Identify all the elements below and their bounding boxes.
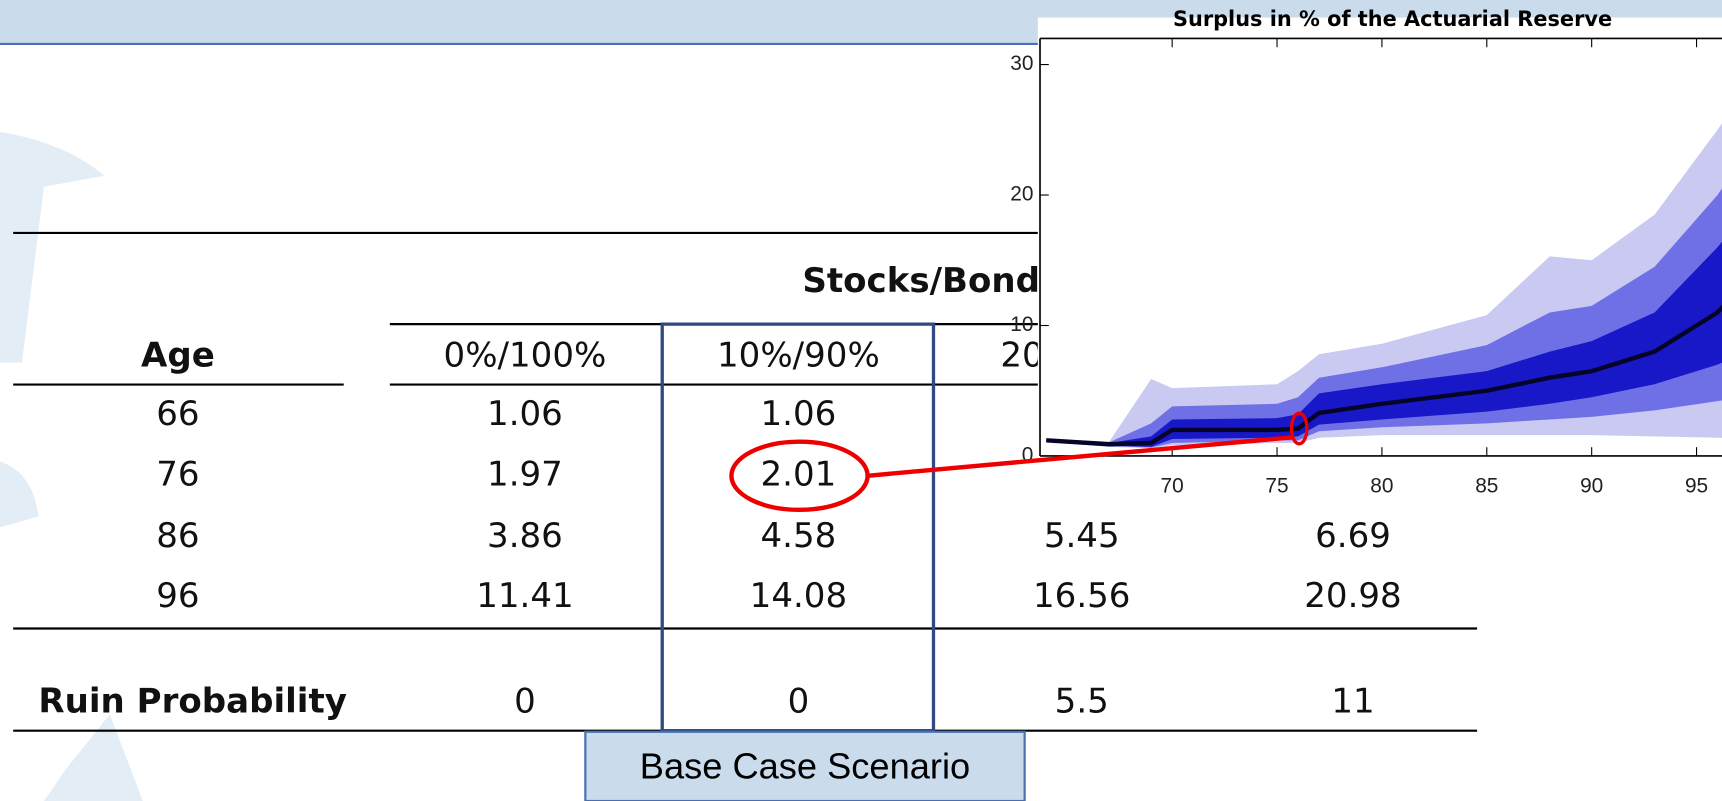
fan-band (1046, 241, 1722, 447)
table-cell: 14.08 (750, 576, 847, 616)
table-cell: 4.58 (761, 516, 837, 556)
plot-area (1046, 123, 1722, 449)
table-cell: 86 (156, 516, 199, 556)
table-cell: 0 (514, 682, 536, 722)
table-cell: Ruin Probability (38, 682, 346, 722)
x-tick-label: 85 (1475, 474, 1498, 497)
column-header: 0%/100% (444, 336, 607, 376)
y-tick-label: 0 (1022, 444, 1034, 467)
x-tick-label: 75 (1265, 474, 1288, 497)
callout-box (584, 730, 1026, 801)
chart-title: Surplus in % of the Actuarial Reserve (1173, 7, 1612, 31)
table-cell: 96 (156, 576, 199, 616)
callout-label: Base Case Scenario (640, 746, 970, 787)
table-cell: 20.98 (1304, 576, 1401, 616)
table-cell: 3.86 (487, 516, 563, 556)
y-tick-label: 20 (1010, 183, 1033, 206)
table-cell: 66 (156, 394, 199, 434)
table-cell: 6.69 (1315, 516, 1391, 556)
chart: Surplus in % of the Actuarial Reserve 0 1… (1010, 7, 1722, 507)
x-tick-label: 70 (1161, 474, 1184, 497)
table-cell: 76 (156, 454, 199, 494)
y-tick-label: 10 (1010, 313, 1033, 336)
table-cell: 16.56 (1033, 576, 1130, 616)
table-cell: 1.06 (761, 394, 837, 434)
table-cell: 11 (1331, 682, 1374, 722)
chart-highlight (1289, 411, 1309, 446)
table-cell: 2.01 (761, 454, 837, 494)
column-header: 10%/90% (717, 336, 880, 376)
group-header: Stocks/Bonds (802, 261, 1060, 301)
y-tick-label: 30 (1010, 52, 1033, 75)
table-cell: 1.06 (487, 394, 563, 434)
column-header: Age (141, 336, 215, 376)
table-cell: 11.41 (476, 576, 573, 616)
table-cell: 0 (788, 682, 810, 722)
x-tick-label: 80 (1370, 474, 1393, 497)
x-tick-label: 95 (1685, 474, 1708, 497)
table-cell: 5.5 (1055, 682, 1109, 722)
x-tick-label: 90 (1580, 474, 1603, 497)
background-decoration (0, 131, 143, 801)
median-line (1046, 304, 1722, 447)
table-cell: 1.97 (487, 454, 563, 494)
connector (867, 435, 1293, 478)
table-cell: 5.45 (1044, 516, 1120, 556)
